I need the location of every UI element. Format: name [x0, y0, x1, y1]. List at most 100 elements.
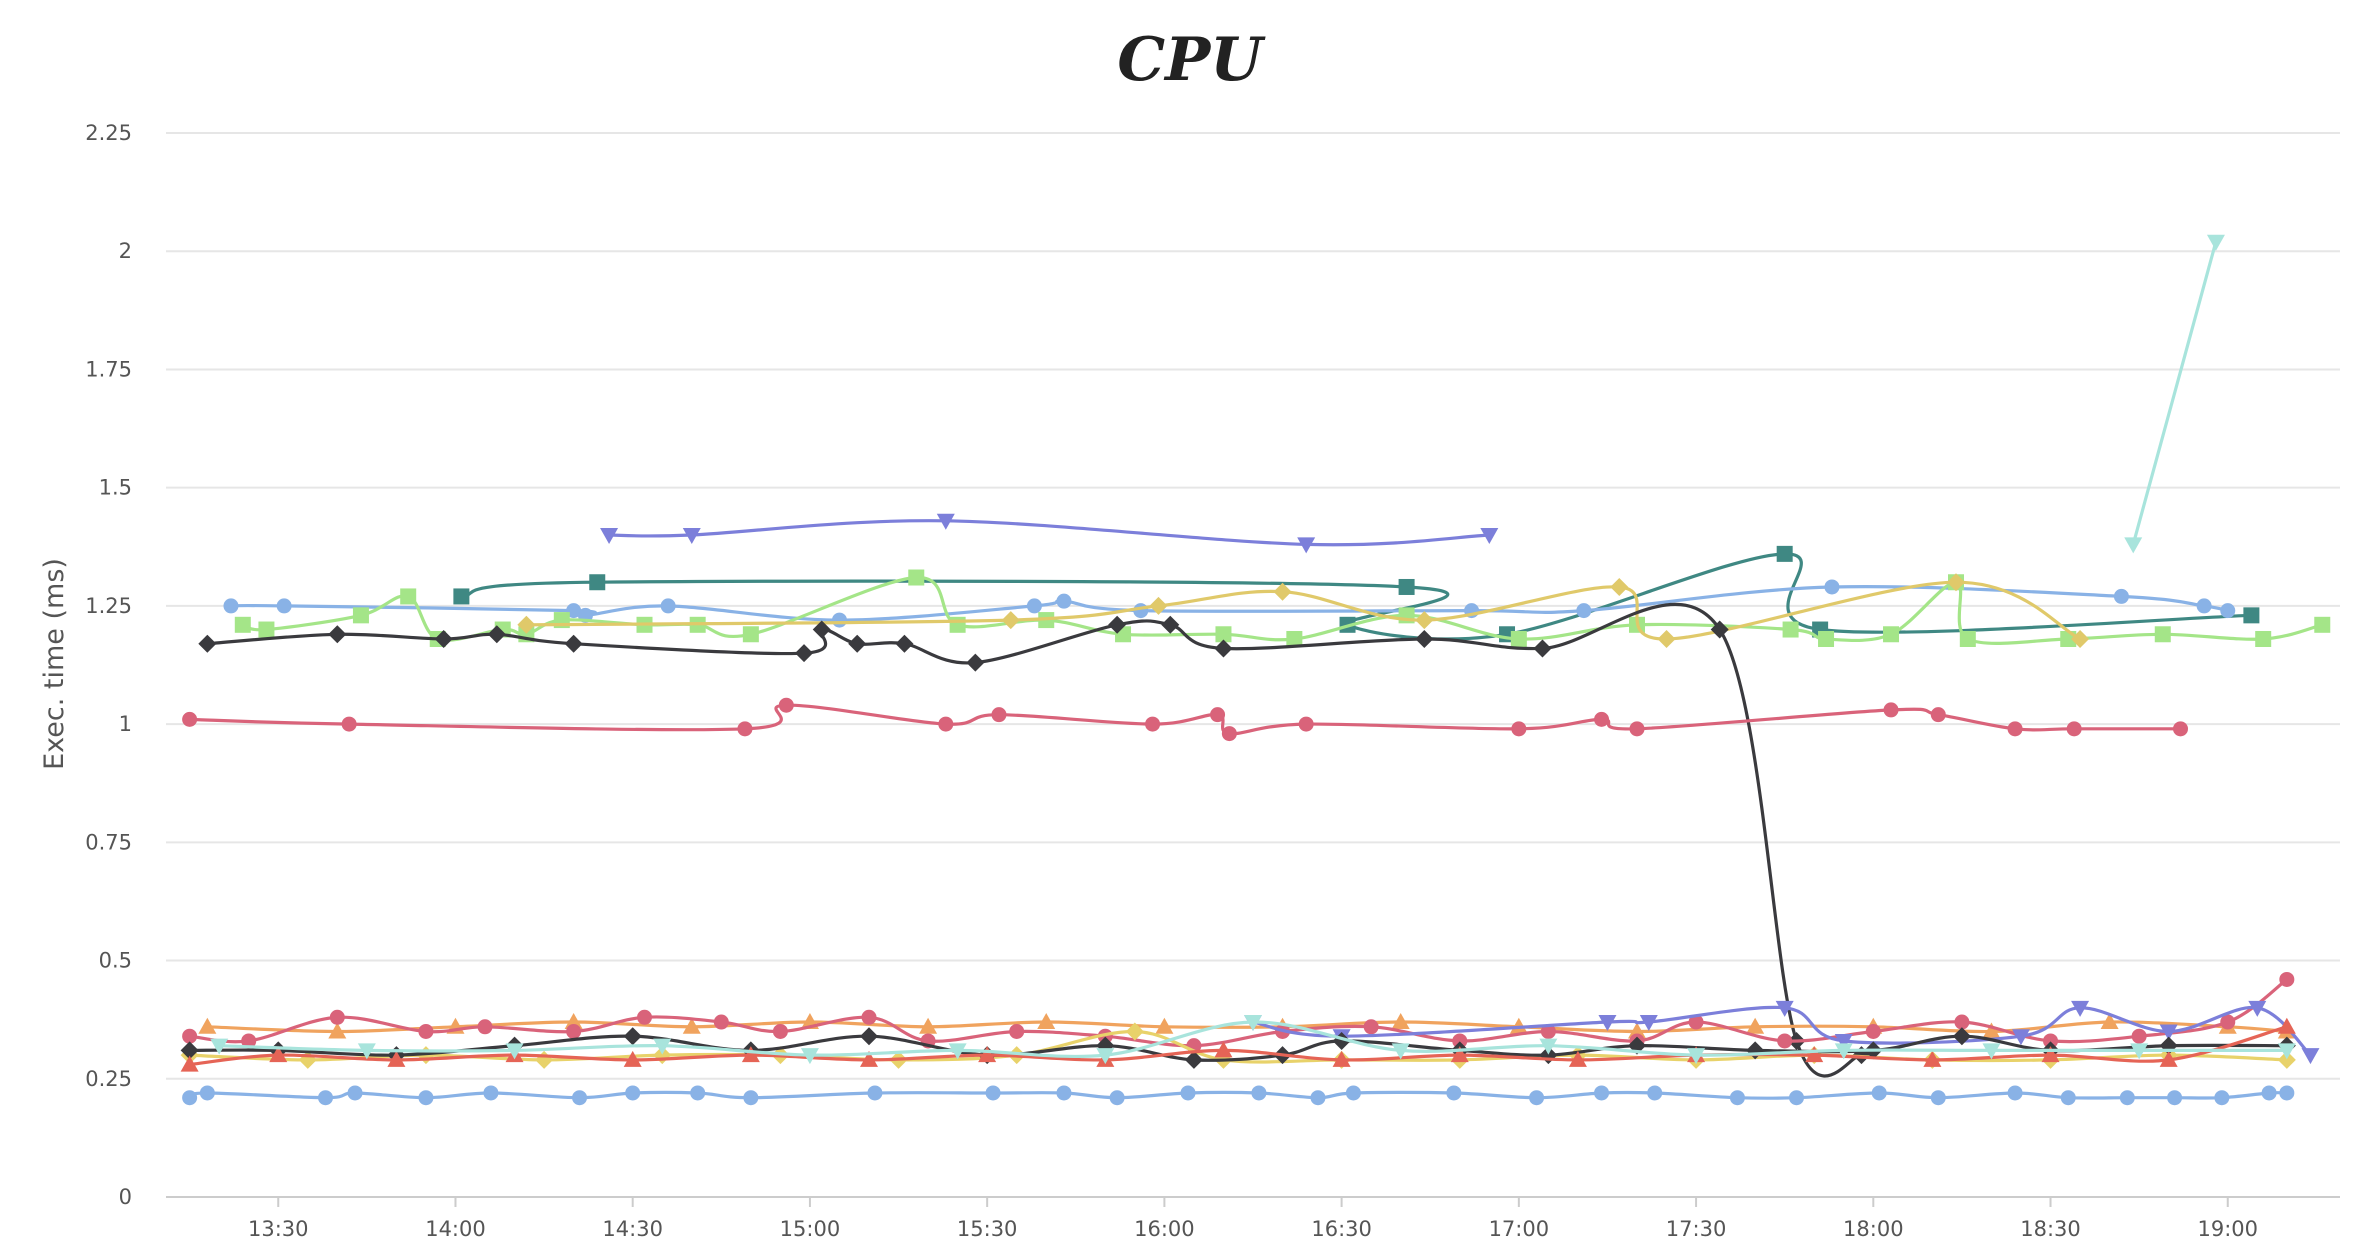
data-point	[589, 574, 606, 591]
data-point	[483, 1085, 499, 1101]
data-point	[2172, 721, 2188, 737]
data-point	[625, 1085, 641, 1101]
data-point	[1982, 1043, 2001, 1060]
data-point	[966, 653, 985, 672]
data-point	[1610, 577, 1629, 596]
data-point	[1210, 707, 1226, 723]
data-point	[2214, 1090, 2230, 1106]
data-point	[1214, 1041, 1233, 1058]
data-point	[2154, 626, 2171, 643]
series-3	[223, 579, 2236, 628]
data-point	[418, 1090, 434, 1106]
data-point	[1627, 1022, 1646, 1039]
data-point	[2277, 1050, 2296, 1069]
data-point	[653, 1038, 672, 1055]
data-point	[2131, 1028, 2147, 1044]
data-point	[1415, 629, 1434, 648]
y-tick-label: 0	[119, 1185, 132, 1209]
series-line	[188, 703, 2183, 736]
data-point	[1982, 1022, 2001, 1039]
data-point	[2301, 1048, 2320, 1065]
data-point	[341, 716, 357, 732]
data-point	[2007, 721, 2023, 737]
data-point	[1056, 593, 1072, 609]
data-point	[418, 1023, 434, 1039]
data-point	[2277, 1043, 2296, 1060]
data-point	[637, 1009, 653, 1025]
data-point	[1391, 1013, 1410, 1030]
data-point	[517, 615, 536, 634]
data-point	[1805, 1046, 1824, 1063]
data-point	[2071, 629, 2090, 648]
data-point	[1108, 615, 1127, 634]
data-point	[2043, 1033, 2059, 1049]
data-point	[2119, 1090, 2135, 1106]
data-point	[1529, 1090, 1545, 1106]
data-point	[258, 621, 275, 638]
data-point	[742, 626, 759, 643]
data-point	[2314, 616, 2331, 633]
grid-lines	[166, 132, 2340, 1198]
chart-title: CPU	[1117, 25, 1266, 95]
series-4	[234, 569, 2331, 647]
data-point	[1184, 1050, 1203, 1069]
data-point	[2159, 1024, 2178, 1041]
data-point	[180, 1055, 199, 1072]
data-point	[1332, 1050, 1351, 1067]
data-point	[1251, 1085, 1267, 1101]
data-point	[1539, 1038, 1558, 1055]
data-point	[831, 612, 847, 628]
data-point	[1594, 711, 1610, 727]
y-tick-label: 0.25	[85, 1067, 132, 1091]
series-7	[182, 697, 2188, 742]
data-point	[1215, 626, 1232, 643]
data-point	[1056, 1085, 1072, 1101]
data-point	[623, 1027, 642, 1046]
data-point	[182, 711, 198, 727]
series-16	[210, 1015, 2296, 1065]
data-point	[1214, 639, 1233, 658]
data-point	[566, 1023, 582, 1039]
series-line	[459, 552, 2253, 641]
data-point	[352, 607, 369, 624]
data-point	[1037, 1013, 1056, 1030]
data-point	[2071, 1000, 2090, 1017]
data-point	[1959, 630, 1976, 647]
data-point	[198, 1017, 217, 1034]
data-point	[985, 1085, 1001, 1101]
data-point	[1161, 615, 1180, 634]
x-tick-label: 16:30	[1311, 1217, 1372, 1241]
data-point	[1687, 1048, 1706, 1065]
data-point	[867, 1085, 883, 1101]
data-point	[1510, 630, 1527, 647]
data-point	[1026, 598, 1042, 614]
data-point	[1598, 1015, 1617, 1032]
data-point	[1594, 1085, 1610, 1101]
data-point	[690, 1085, 706, 1101]
data-point	[600, 527, 619, 544]
x-tick-label: 14:00	[425, 1217, 486, 1241]
data-point	[1629, 721, 1645, 737]
data-point	[564, 634, 583, 653]
data-point	[812, 620, 831, 639]
data-point	[938, 716, 954, 732]
y-tick-label: 1.25	[85, 594, 132, 618]
y-axis-label: Exec. time (ms)	[39, 558, 70, 770]
data-point	[682, 1017, 701, 1034]
series-6	[198, 603, 1871, 1078]
data-point	[1834, 1033, 1853, 1050]
data-point	[1391, 1043, 1410, 1060]
y-tick-label: 1	[119, 712, 132, 736]
data-point	[2007, 1085, 2023, 1101]
x-tick-label: 15:30	[957, 1217, 1018, 1241]
data-point	[1824, 579, 1840, 595]
x-tick-label: 13:30	[248, 1217, 309, 1241]
data-point	[800, 1048, 819, 1065]
data-point	[180, 1041, 199, 1060]
y-tick-label: 1.75	[85, 357, 132, 381]
data-point	[487, 625, 506, 644]
data-point	[1775, 1000, 1794, 1017]
data-point	[182, 1090, 198, 1106]
